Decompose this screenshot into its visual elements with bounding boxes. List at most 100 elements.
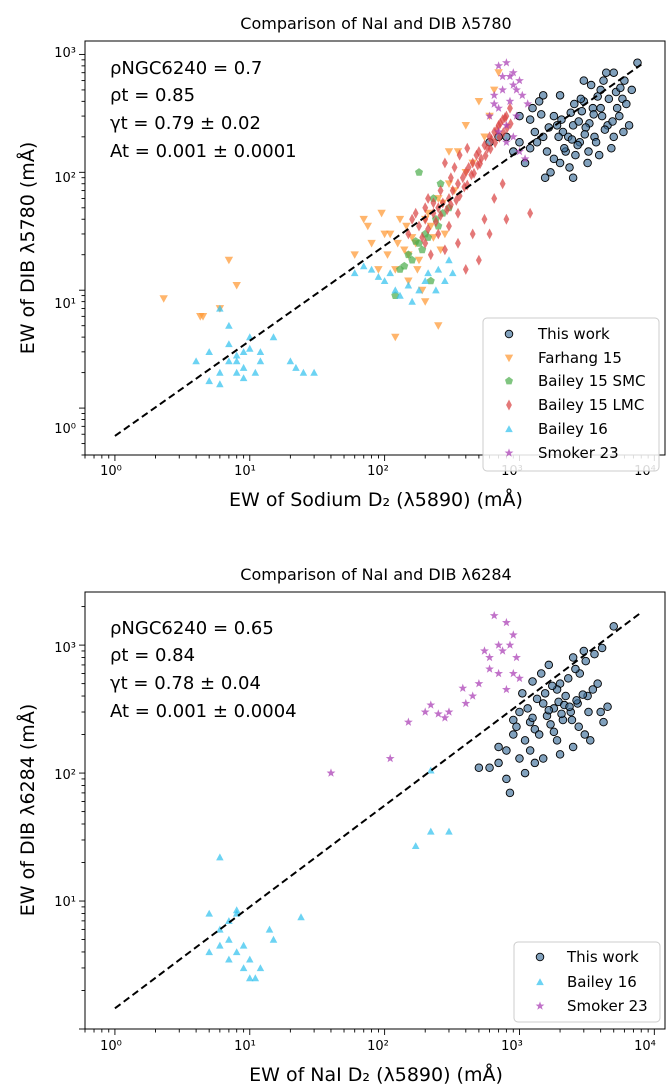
point-this-work: [590, 649, 599, 659]
plot-area: [84, 591, 666, 1030]
point-this-work: [494, 742, 503, 752]
point-smoker-23: [508, 80, 518, 89]
point-this-work: [607, 144, 616, 153]
legend-marker-bailey-15-smc: [505, 376, 513, 385]
point-bailey-15-lmc: [425, 223, 431, 235]
y-tick-label: 10⁰: [54, 422, 76, 437]
point-bailey-15-lmc: [465, 162, 472, 173]
point-smoker-23: [458, 683, 468, 692]
point-bailey-15-lmc: [425, 193, 431, 204]
point-bailey-15-lmc: [444, 204, 450, 216]
point-smoker-23: [494, 127, 503, 136]
point-bailey-15-lmc: [412, 207, 419, 219]
point-bailey-16: [374, 273, 383, 280]
point-farhang-15: [421, 298, 430, 306]
point-bailey-16: [246, 955, 254, 963]
legend-marker-this-work: [504, 329, 514, 339]
point-this-work: [594, 150, 604, 160]
point-this-work: [570, 99, 579, 109]
point-this-work: [622, 99, 631, 109]
point-this-work: [549, 154, 559, 164]
point-bailey-16: [239, 941, 248, 949]
point-smoker-23: [433, 709, 443, 718]
point-bailey-15-lmc: [482, 150, 489, 162]
point-bailey-15-lmc: [469, 157, 476, 169]
point-this-work: [509, 730, 518, 739]
point-this-work: [515, 137, 524, 147]
point-bailey-15-lmc: [459, 172, 466, 184]
point-smoker-23: [505, 96, 515, 106]
point-smoker-23: [485, 111, 494, 120]
x-tick-label: 10⁴: [634, 1039, 656, 1054]
point-farhang-15: [377, 209, 386, 218]
point-bailey-16: [421, 277, 429, 284]
point-this-work: [554, 132, 563, 142]
x-tick-label: 10²: [367, 464, 389, 479]
point-bailey-16: [216, 853, 224, 861]
point-this-work: [544, 660, 554, 670]
legend-marker-bailey-16: [505, 425, 513, 433]
point-bailey-15-lmc: [422, 213, 429, 225]
point-bailey-16: [408, 297, 416, 305]
point-this-work: [502, 746, 511, 755]
point-this-work: [534, 730, 544, 739]
point-this-work: [555, 91, 565, 100]
point-bailey-16: [256, 964, 265, 972]
point-this-work: [532, 694, 542, 704]
point-farhang-15: [480, 133, 489, 141]
point-smoker-23: [385, 753, 395, 763]
data-points: [159, 58, 642, 388]
point-bailey-16: [216, 380, 224, 388]
point-bailey-15-lmc: [464, 142, 471, 154]
point-farhang-15: [350, 251, 359, 259]
point-farhang-15: [395, 215, 405, 224]
point-this-work: [549, 111, 559, 121]
point-farhang-15: [359, 215, 368, 224]
annotation-rho-ngc6240: ρNGC6240 = 0.7: [110, 58, 262, 79]
point-this-work: [579, 646, 589, 656]
point-farhang-15: [426, 222, 435, 231]
point-bailey-15-lmc: [492, 137, 499, 149]
point-this-work: [568, 653, 578, 662]
point-this-work: [538, 699, 548, 708]
point-smoker-23: [505, 640, 515, 649]
point-farhang-15: [453, 148, 463, 156]
point-this-work: [619, 127, 628, 137]
point-bailey-16: [256, 348, 265, 355]
point-smoker-23: [508, 630, 518, 639]
point-this-work: [584, 147, 593, 156]
point-farhang-15: [386, 230, 395, 239]
point-farhang-15: [404, 277, 413, 286]
point-farhang-15: [400, 246, 409, 254]
point-bailey-16: [427, 766, 435, 774]
point-this-work: [612, 103, 622, 113]
point-this-work: [615, 111, 624, 121]
point-bailey-15-lmc: [462, 264, 469, 275]
legend-label-this-work: This work: [566, 948, 639, 966]
point-bailey-16: [239, 348, 248, 355]
point-smoker-23: [494, 103, 503, 112]
point-bailey-16: [246, 974, 254, 982]
point-smoker-23: [426, 700, 436, 709]
point-bailey-15-lmc: [474, 159, 481, 171]
point-bailey-16: [225, 357, 233, 365]
point-bailey-15-lmc: [455, 178, 461, 190]
y-tick-label: 10²: [54, 768, 76, 783]
legend-frame: [482, 317, 660, 472]
point-smoker-23: [520, 154, 530, 163]
x-axis-label: EW of Sodium D₂ (λ5890) (mÅ): [229, 488, 523, 511]
point-bailey-15-lmc: [502, 112, 508, 124]
point-this-work: [627, 85, 636, 95]
point-this-work: [528, 713, 537, 723]
point-this-work: [523, 704, 532, 713]
legend-marker-bailey-16: [536, 978, 544, 986]
point-this-work: [597, 111, 607, 121]
point-this-work: [536, 110, 546, 119]
annotation-rho-t: ρt = 0.84: [110, 645, 195, 666]
point-bailey-15-lmc: [442, 244, 448, 256]
point-smoker-23: [508, 132, 518, 141]
point-smoker-23: [489, 90, 499, 100]
point-smoker-23: [505, 71, 515, 81]
point-smoker-23: [515, 146, 524, 156]
point-bailey-15-lmc: [491, 193, 498, 204]
